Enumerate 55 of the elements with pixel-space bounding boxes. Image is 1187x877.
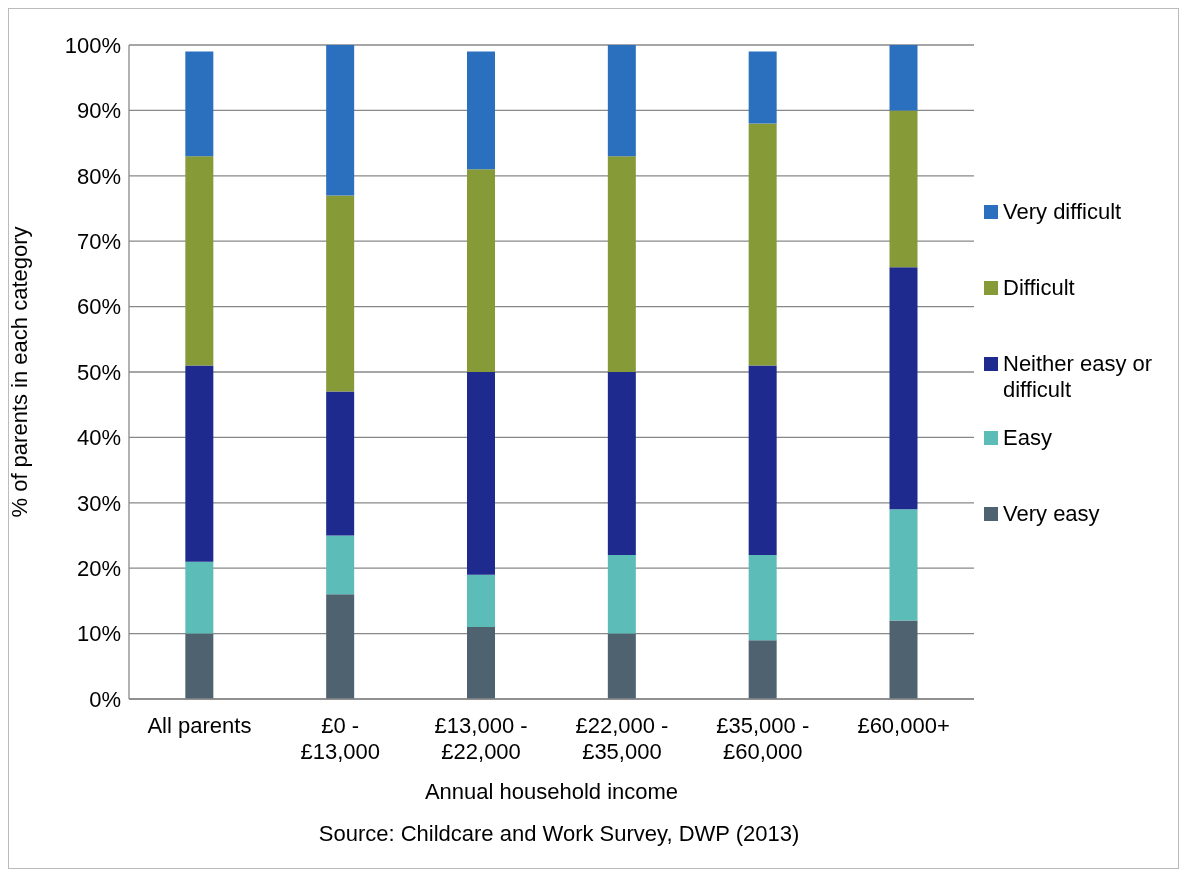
- bar: [185, 365, 214, 562]
- legend-label: Easy: [1003, 425, 1052, 451]
- bar: [467, 574, 495, 628]
- bar: [467, 169, 495, 372]
- x-axis-title: Annual household income: [424, 779, 679, 804]
- bar: [889, 267, 918, 510]
- x-tick-label: £22,000 - £35,000: [575, 713, 669, 764]
- legend-label: Difficult: [1003, 275, 1075, 301]
- bar: [607, 45, 636, 157]
- y-tick-label: 90%: [76, 98, 121, 124]
- bar: [607, 372, 636, 556]
- y-tick-label: 20%: [76, 556, 121, 582]
- x-tick-label: All parents: [147, 713, 252, 738]
- bar: [607, 156, 636, 372]
- bar: [326, 535, 355, 595]
- bar: [185, 561, 214, 634]
- y-axis-title: % of parents in each category: [6, 226, 32, 518]
- y-tick-label: 80%: [76, 163, 121, 189]
- bar: [889, 620, 918, 699]
- bar: [607, 633, 636, 699]
- legend-label: Very easy: [1003, 501, 1100, 527]
- x-tick-label: £60,000+: [857, 713, 950, 738]
- bar: [748, 640, 777, 699]
- bar: [326, 594, 355, 699]
- x-tick-label: £0 - £13,000: [300, 713, 381, 764]
- bar: [748, 123, 777, 366]
- bar: [748, 51, 777, 124]
- x-tick-label: £13,000 - £22,000: [434, 713, 528, 764]
- source-note: Source: Childcare and Work Survey, DWP (2013): [317, 821, 801, 847]
- bar: [889, 110, 918, 268]
- y-tick-label: 10%: [76, 621, 121, 647]
- bar: [889, 45, 918, 111]
- x-tick-label: £35,000 - £60,000: [716, 713, 810, 764]
- bar: [607, 555, 636, 634]
- y-tick-label: 50%: [76, 359, 121, 385]
- bar: [326, 45, 355, 196]
- legend-label: Very difficult: [1003, 199, 1122, 225]
- bar: [467, 372, 495, 575]
- bar: [748, 555, 777, 641]
- bar: [185, 51, 214, 157]
- bar: [185, 156, 214, 366]
- y-tick-label: 70%: [76, 229, 121, 255]
- bar: [467, 627, 495, 699]
- bar: [748, 365, 777, 556]
- y-tick-label: 60%: [76, 294, 121, 320]
- bar: [889, 509, 918, 621]
- y-tick-label: 0%: [89, 686, 121, 712]
- bar: [326, 391, 355, 536]
- legend-label: Neither easy or difficult: [1003, 351, 1154, 403]
- bar: [467, 51, 495, 170]
- y-tick-label: 100%: [64, 32, 121, 58]
- bar: [185, 633, 214, 699]
- y-tick-label: 40%: [76, 425, 121, 451]
- bar: [326, 195, 355, 392]
- y-tick-label: 30%: [76, 490, 121, 516]
